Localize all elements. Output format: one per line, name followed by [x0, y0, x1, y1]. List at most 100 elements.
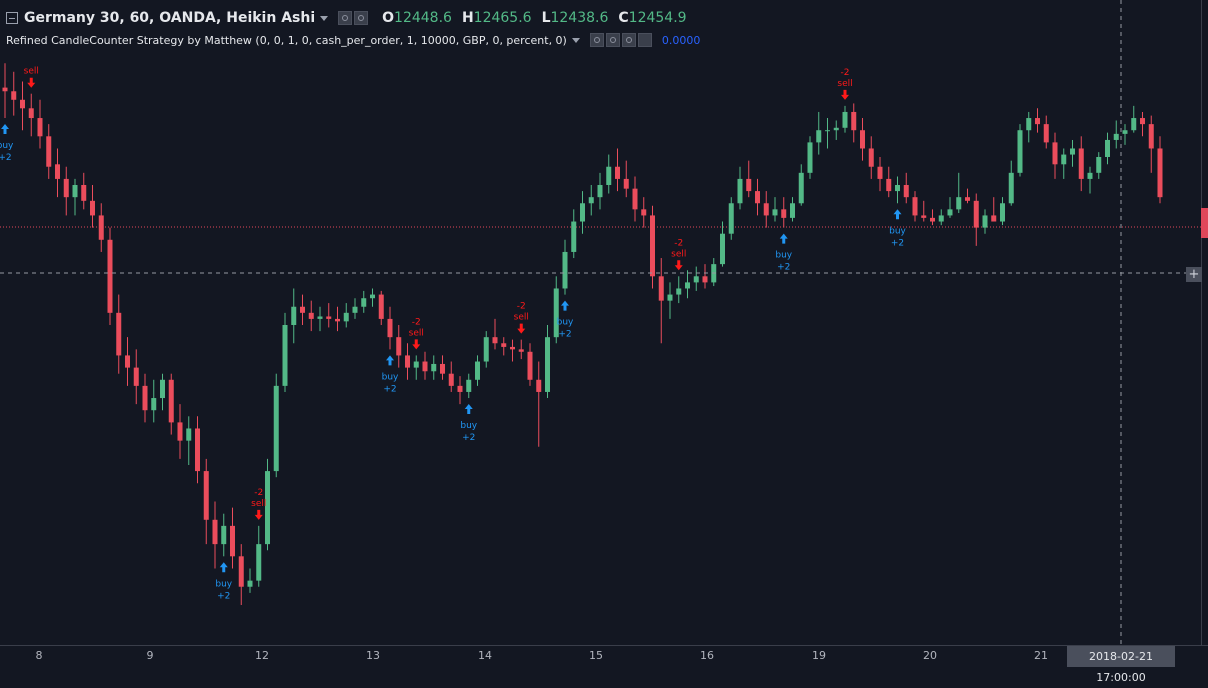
- candle: [343, 303, 349, 328]
- gear-icon[interactable]: [605, 33, 620, 47]
- candle: [230, 507, 235, 569]
- candle: [142, 373, 148, 423]
- candle: [632, 176, 638, 222]
- signal-label: sell: [409, 328, 424, 338]
- candle: [90, 185, 95, 228]
- study-title[interactable]: Refined CandleCounter Strategy by Matthe…: [6, 33, 567, 47]
- candle-body: [151, 398, 157, 411]
- candle-body: [1017, 130, 1023, 173]
- arrow-down-icon: [517, 323, 526, 334]
- arrow-up-icon: [779, 233, 788, 244]
- eye-icon[interactable]: [589, 33, 604, 47]
- arrow-down-icon: [254, 509, 263, 520]
- candle: [81, 172, 87, 210]
- candle-body: [632, 188, 638, 210]
- candle-body: [326, 316, 332, 319]
- candle-body: [650, 215, 655, 277]
- chevron-down-icon[interactable]: [320, 15, 329, 21]
- chevron-down-icon[interactable]: [571, 37, 580, 43]
- arrow-up-icon: [386, 355, 394, 366]
- candle-body: [702, 276, 708, 283]
- signal-qty: +2: [558, 330, 571, 340]
- candle-body: [256, 544, 262, 581]
- candle: [133, 349, 139, 405]
- candle-body: [825, 130, 830, 132]
- candle-body: [938, 215, 944, 222]
- candle: [1026, 111, 1032, 143]
- candle: [702, 264, 708, 289]
- candle: [466, 373, 472, 399]
- candle: [623, 160, 629, 198]
- time-tick: 14: [478, 649, 492, 662]
- ohlc-key: C: [618, 10, 629, 26]
- candle-body: [930, 217, 935, 222]
- plus-icon[interactable]: +: [1186, 267, 1202, 282]
- candle-body: [676, 288, 682, 295]
- eye-icon[interactable]: [338, 11, 353, 25]
- candle: [693, 266, 699, 291]
- candle: [247, 568, 253, 593]
- time-axis[interactable]: 8 9 12 13 14 15 16 19 20 21 2018-02-21 1…: [0, 645, 1208, 684]
- arrow-down-icon: [27, 77, 36, 88]
- candle: [28, 93, 34, 137]
- candle: [203, 458, 209, 545]
- signal-label: buy: [215, 579, 232, 589]
- signal-label: buy: [775, 251, 792, 261]
- candle: [650, 205, 655, 289]
- candle: [877, 157, 883, 192]
- candle-body: [396, 337, 402, 356]
- candle-body: [317, 316, 323, 319]
- candle: [116, 294, 122, 374]
- candles: [2, 63, 1163, 605]
- candle: [1000, 197, 1005, 226]
- candle-body: [973, 200, 979, 228]
- candle-body: [11, 91, 17, 100]
- candle-body: [1148, 124, 1154, 149]
- price-scale[interactable]: [1201, 0, 1208, 645]
- signal-label: buy: [889, 226, 906, 236]
- candle-body: [615, 166, 620, 179]
- candle: [308, 300, 314, 332]
- candle-body: [1113, 133, 1119, 140]
- candle-body: [982, 215, 988, 228]
- candle: [1017, 124, 1023, 177]
- candle: [833, 120, 839, 140]
- candle: [1052, 132, 1058, 179]
- chart-legend: Germany 30, 60, OANDA, Heikin Ashi O1244…: [0, 0, 900, 60]
- candle-body: [1096, 157, 1102, 173]
- time-tick: 20: [923, 649, 937, 662]
- candle-body: [230, 525, 235, 557]
- candle: [265, 458, 270, 551]
- candle: [501, 337, 507, 356]
- candle: [597, 172, 603, 210]
- candle: [387, 306, 393, 350]
- signal-qty: +2: [777, 263, 790, 273]
- ohlc-value: 12438.6: [550, 10, 609, 26]
- symbol-title[interactable]: Germany 30, 60, OANDA, Heikin Ashi: [24, 10, 316, 26]
- gear-icon[interactable]: [354, 11, 369, 25]
- candle-body: [658, 276, 664, 301]
- candle: [273, 373, 279, 478]
- collapse-icon[interactable]: [6, 12, 18, 24]
- candle: [37, 99, 43, 149]
- candle: [588, 185, 594, 216]
- candle: [1061, 148, 1067, 179]
- price-chart[interactable]: buy+2sellsell-2buy+2buy+2sell-2buy+2sell…: [0, 0, 1208, 666]
- candle-body: [186, 428, 192, 441]
- last-price-tag: [1201, 208, 1208, 238]
- buy-signal: buy +2: [215, 562, 233, 601]
- candle: [72, 178, 78, 216]
- candle: [510, 339, 515, 362]
- signal-label: sell: [24, 67, 39, 77]
- candle-body: [492, 337, 498, 344]
- candle: [2, 63, 8, 119]
- candle-body: [282, 325, 288, 386]
- candle: [562, 239, 568, 295]
- buy-signal: buy +2: [775, 233, 793, 273]
- candle: [300, 294, 305, 325]
- data-window-icon[interactable]: [621, 33, 636, 47]
- candle: [46, 124, 52, 179]
- candle-body: [877, 166, 883, 179]
- candle: [921, 200, 927, 222]
- close-icon[interactable]: [637, 33, 652, 47]
